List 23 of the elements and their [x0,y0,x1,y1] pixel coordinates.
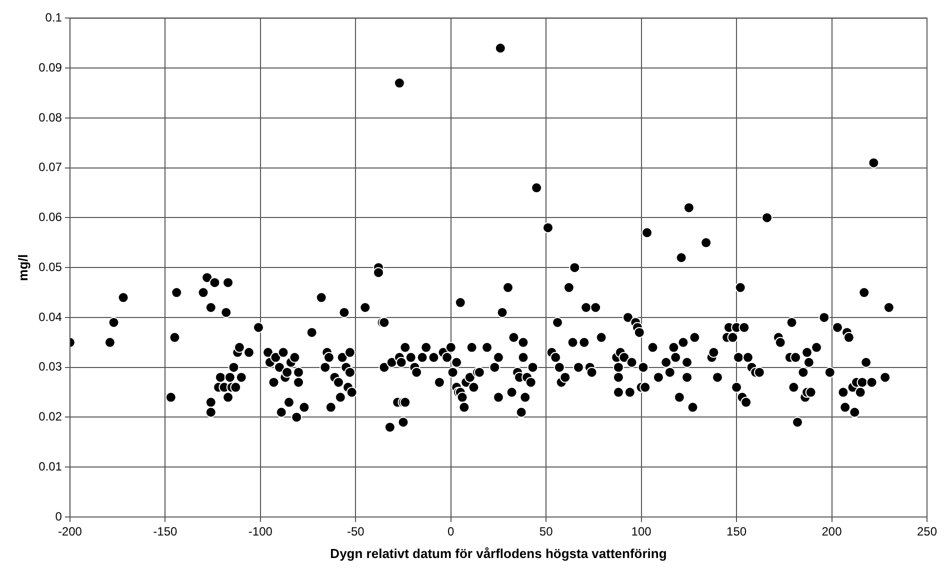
y-tick-label: 0.02 [38,410,62,424]
y-tick-label: 0 [55,509,62,524]
y-axis-title: mg/l [15,254,30,281]
y-tick-label: 0.06 [38,210,62,224]
y-tick-label: 0.05 [38,260,62,274]
x-tick-label: 150 [726,524,747,539]
y-tick-label: 0.07 [38,160,62,174]
x-tick-label: -200 [58,524,82,539]
x-tick-label: 200 [822,524,842,539]
y-tick-label: 0.04 [38,310,62,324]
y-tick-label: 0.1 [45,10,62,25]
x-tick-label: 250 [916,524,938,539]
x-tick-label: -150 [153,524,178,539]
x-tick-label: 50 [539,524,554,539]
y-tick-label: 0.09 [38,60,62,74]
y-tick-label: 0.01 [38,459,62,474]
x-axis-title: Dygn relativt datum för vårflodens högsta vattenföring [330,546,667,561]
x-tick-label: -100 [248,524,273,539]
y-tick-label: 0.03 [38,360,62,374]
x-tick-label: 0 [448,524,455,539]
x-tick-label: -50 [346,524,365,539]
x-tick-label: 100 [631,524,652,539]
y-tick-label: 0.08 [38,110,62,124]
